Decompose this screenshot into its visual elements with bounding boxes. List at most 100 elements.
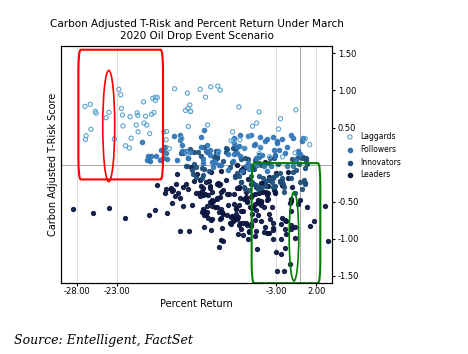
- Laggards: [183, 150, 191, 156]
- Leaders: [259, 189, 266, 195]
- Leaders: [215, 182, 223, 188]
- Leaders: [161, 190, 169, 195]
- Laggards: [81, 104, 88, 109]
- Leaders: [234, 216, 241, 221]
- Leaders: [236, 202, 243, 208]
- Laggards: [184, 105, 192, 111]
- Innovators: [266, 160, 273, 166]
- Leaders: [163, 210, 171, 216]
- Leaders: [278, 215, 286, 221]
- Followers: [256, 154, 263, 160]
- Leaders: [243, 198, 250, 204]
- Innovators: [266, 155, 274, 161]
- Followers: [273, 138, 280, 144]
- Leaders: [271, 190, 279, 196]
- Laggards: [117, 92, 124, 98]
- Followers: [206, 147, 214, 153]
- Leaders: [230, 201, 238, 207]
- Laggards: [279, 154, 286, 160]
- Laggards: [134, 113, 141, 118]
- Leaders: [209, 199, 216, 205]
- Laggards: [183, 90, 191, 96]
- Leaders: [224, 202, 232, 207]
- Leaders: [260, 204, 267, 210]
- Followers: [200, 127, 208, 133]
- Leaders: [268, 204, 276, 210]
- Leaders: [206, 200, 213, 205]
- Leaders: [281, 245, 289, 251]
- Laggards: [249, 123, 256, 129]
- Leaders: [247, 223, 255, 229]
- Leaders: [285, 175, 292, 181]
- Followers: [300, 135, 307, 141]
- Followers: [209, 159, 216, 165]
- Leaders: [244, 236, 252, 241]
- Followers: [162, 150, 169, 156]
- Leaders: [248, 206, 256, 211]
- Innovators: [192, 164, 199, 170]
- Innovators: [261, 183, 269, 189]
- Laggards: [92, 109, 99, 114]
- Leaders: [208, 217, 216, 222]
- Laggards: [150, 110, 158, 115]
- Leaders: [260, 229, 267, 235]
- Innovators: [197, 154, 205, 159]
- Leaders: [89, 210, 96, 216]
- Innovators: [303, 161, 310, 167]
- Innovators: [270, 174, 277, 179]
- Leaders: [278, 251, 285, 257]
- Leaders: [213, 196, 220, 201]
- Laggards: [236, 137, 244, 143]
- Innovators: [274, 161, 282, 166]
- Followers: [263, 136, 271, 142]
- Leaders: [162, 187, 169, 192]
- Leaders: [232, 205, 240, 211]
- Followers: [271, 147, 278, 152]
- Followers: [161, 144, 168, 149]
- Innovators: [249, 166, 256, 171]
- Leaders: [174, 190, 182, 196]
- Laggards: [227, 138, 235, 144]
- Laggards: [266, 154, 273, 160]
- Leaders: [269, 236, 277, 242]
- Leaders: [277, 221, 284, 227]
- Followers: [202, 148, 210, 154]
- Laggards: [119, 123, 127, 129]
- Laggards: [257, 145, 264, 151]
- Laggards: [125, 145, 133, 151]
- Leaders: [253, 184, 260, 189]
- Followers: [153, 153, 160, 159]
- Innovators: [301, 181, 308, 187]
- Leaders: [242, 196, 249, 202]
- Followers: [244, 133, 252, 139]
- Leaders: [176, 195, 184, 201]
- Innovators: [296, 179, 304, 185]
- Innovators: [251, 157, 258, 163]
- Leaders: [287, 222, 294, 228]
- Leaders: [272, 250, 280, 255]
- Laggards: [160, 129, 168, 135]
- Leaders: [169, 187, 177, 193]
- Leaders: [234, 214, 241, 219]
- Leaders: [273, 269, 281, 274]
- Followers: [241, 145, 248, 150]
- Leaders: [245, 228, 253, 234]
- Innovators: [179, 150, 187, 156]
- Laggards: [133, 110, 141, 116]
- Innovators: [269, 179, 276, 185]
- Innovators: [200, 166, 207, 172]
- Leaders: [289, 184, 296, 190]
- Y-axis label: Carbon Adjusted T-Risk Score: Carbon Adjusted T-Risk Score: [48, 93, 58, 236]
- Leaders: [215, 244, 222, 250]
- Laggards: [253, 120, 260, 126]
- Leaders: [246, 204, 254, 210]
- Laggards: [241, 145, 249, 151]
- Followers: [207, 152, 214, 158]
- Leaders: [191, 178, 198, 184]
- Leaders: [282, 218, 289, 223]
- Followers: [292, 157, 300, 162]
- Laggards: [162, 137, 170, 143]
- Followers: [187, 149, 194, 154]
- Leaders: [248, 192, 256, 198]
- Leaders: [270, 227, 277, 233]
